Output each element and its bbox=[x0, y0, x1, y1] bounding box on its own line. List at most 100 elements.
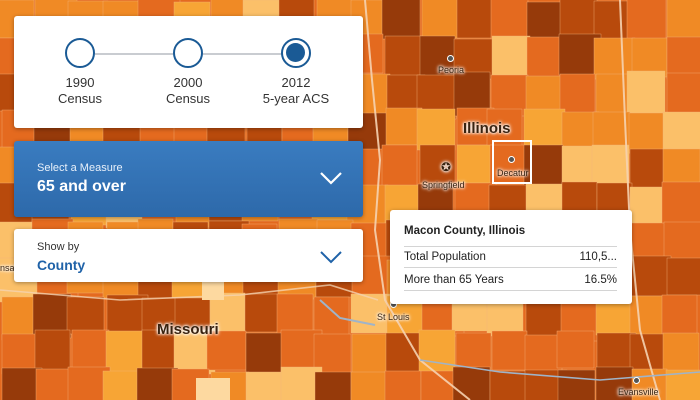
county[interactable] bbox=[626, 0, 667, 40]
city-label-st-louis: St Louis bbox=[377, 312, 410, 322]
city-dot bbox=[447, 55, 454, 62]
county[interactable] bbox=[351, 333, 391, 376]
county[interactable] bbox=[452, 366, 491, 400]
showby-select[interactable]: Show by County bbox=[14, 229, 363, 282]
county[interactable] bbox=[419, 144, 456, 184]
county[interactable] bbox=[71, 329, 110, 369]
county[interactable] bbox=[381, 0, 421, 40]
city-label-peoria: Peoria bbox=[438, 65, 465, 75]
county[interactable] bbox=[381, 144, 418, 188]
county[interactable] bbox=[631, 368, 668, 400]
tooltip-row-value: 110,5... bbox=[579, 251, 617, 263]
chevron-down-icon[interactable] bbox=[319, 248, 343, 266]
state-label-missouri: Missouri bbox=[157, 321, 219, 338]
stop-source: Census bbox=[165, 91, 211, 106]
radio-circle-selected[interactable] bbox=[281, 38, 311, 68]
county[interactable] bbox=[525, 75, 566, 116]
county[interactable] bbox=[591, 144, 630, 187]
county[interactable] bbox=[490, 0, 529, 41]
county[interactable] bbox=[276, 293, 314, 336]
county[interactable] bbox=[489, 144, 528, 186]
county[interactable] bbox=[106, 294, 149, 337]
showby-value: County bbox=[37, 257, 86, 273]
city-dot bbox=[633, 377, 640, 384]
county[interactable] bbox=[1, 333, 38, 375]
tooltip-row-label: More than 65 Years bbox=[404, 273, 504, 286]
county[interactable] bbox=[66, 296, 105, 335]
county[interactable] bbox=[661, 294, 698, 337]
county[interactable] bbox=[557, 369, 596, 400]
star-icon: ✪ bbox=[441, 160, 452, 174]
tooltip-row: More than 65 Years 16.5% bbox=[404, 269, 617, 291]
city-label-springfield: Springfield bbox=[422, 180, 465, 190]
chevron-down-icon[interactable] bbox=[319, 169, 343, 187]
county[interactable] bbox=[136, 367, 179, 400]
measure-select[interactable]: Select a Measure 65 and over bbox=[14, 141, 363, 217]
city-label-decatur: Decatur bbox=[497, 168, 529, 178]
measure-value: 65 and over bbox=[37, 178, 126, 195]
county[interactable] bbox=[626, 70, 666, 116]
measure-label: Select a Measure bbox=[37, 162, 123, 174]
county[interactable] bbox=[596, 332, 637, 372]
tooltip-title: Macon County, Illinois bbox=[404, 225, 526, 237]
county[interactable] bbox=[556, 330, 595, 369]
timeline-stop-2012[interactable]: 2012 5-year ACS bbox=[246, 38, 346, 107]
edge-label: nsas bbox=[0, 263, 20, 273]
county[interactable] bbox=[595, 366, 634, 400]
county[interactable] bbox=[662, 332, 700, 378]
county[interactable] bbox=[314, 371, 352, 400]
county[interactable] bbox=[662, 111, 700, 151]
radio-circle[interactable] bbox=[173, 38, 203, 68]
county[interactable] bbox=[245, 332, 283, 377]
county[interactable] bbox=[666, 257, 700, 296]
timeline-stop-2000[interactable]: 2000 Census bbox=[138, 38, 238, 107]
county[interactable] bbox=[559, 0, 598, 37]
stop-source: Census bbox=[57, 91, 103, 106]
city-label-evansville: Evansville bbox=[618, 387, 659, 397]
county[interactable] bbox=[384, 35, 424, 78]
tooltip-row-value: 16.5% bbox=[584, 273, 617, 286]
stop-year: 2000 bbox=[173, 75, 203, 90]
timeline-panel: 1990 Census 2000 Census 2012 5-year ACS bbox=[14, 16, 363, 128]
county[interactable] bbox=[630, 255, 672, 297]
county[interactable] bbox=[661, 181, 700, 226]
radio-circle[interactable] bbox=[65, 38, 95, 68]
county[interactable] bbox=[489, 370, 531, 400]
county[interactable] bbox=[245, 371, 286, 400]
tooltip-row: Total Population 110,5... bbox=[404, 246, 617, 268]
county[interactable] bbox=[524, 334, 563, 373]
county[interactable] bbox=[418, 329, 456, 374]
county[interactable] bbox=[629, 186, 666, 226]
stop-source: 5-year ACS bbox=[262, 91, 330, 106]
county[interactable] bbox=[456, 144, 493, 184]
county[interactable] bbox=[384, 370, 422, 400]
county[interactable] bbox=[523, 144, 564, 188]
county[interactable] bbox=[631, 37, 668, 78]
city-dot bbox=[508, 156, 515, 163]
county[interactable] bbox=[105, 330, 148, 375]
county[interactable] bbox=[350, 371, 387, 400]
county[interactable] bbox=[666, 0, 700, 41]
county[interactable] bbox=[206, 330, 247, 371]
county[interactable] bbox=[491, 35, 531, 79]
county[interactable] bbox=[663, 221, 700, 263]
county-tooltip: Macon County, Illinois Total Population … bbox=[390, 210, 632, 304]
county[interactable] bbox=[666, 36, 700, 80]
county[interactable] bbox=[416, 108, 456, 151]
showby-label: Show by bbox=[37, 241, 80, 253]
county[interactable] bbox=[385, 107, 423, 146]
county[interactable] bbox=[666, 72, 700, 114]
timeline-track bbox=[95, 53, 311, 55]
county[interactable] bbox=[456, 0, 496, 39]
county[interactable] bbox=[559, 73, 596, 115]
county[interactable] bbox=[491, 330, 528, 371]
stop-year: 2012 bbox=[281, 75, 311, 90]
county[interactable] bbox=[628, 112, 665, 154]
tooltip-row-label: Total Population bbox=[404, 251, 486, 263]
county[interactable] bbox=[141, 329, 181, 375]
county[interactable] bbox=[421, 0, 461, 39]
state-label-illinois: Illinois bbox=[463, 120, 511, 137]
timeline-stop-1990[interactable]: 1990 Census bbox=[30, 38, 130, 107]
county[interactable] bbox=[102, 370, 144, 400]
county[interactable] bbox=[34, 329, 71, 374]
